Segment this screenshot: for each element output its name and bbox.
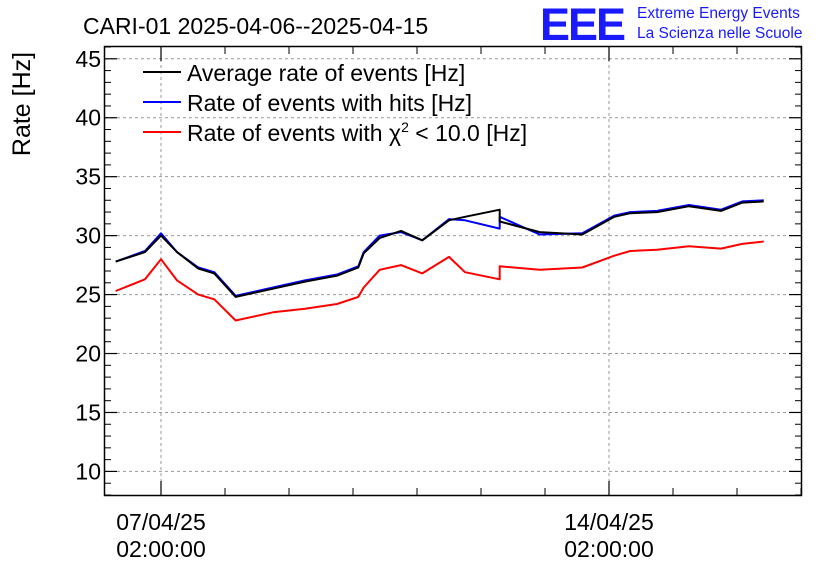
y-tick-label: 10 bbox=[75, 458, 101, 484]
y-tick-labels: 10 15 20 25 30 35 40 45 bbox=[75, 46, 101, 485]
x-tick-label-time: 02:00:00 bbox=[116, 536, 206, 562]
chart-title: CARI-01 2025-04-06--2025-04-15 bbox=[83, 13, 428, 39]
legend-entry-average: Average rate of events [Hz] bbox=[143, 60, 465, 86]
legend-entry-hits: Rate of events with hits [Hz] bbox=[143, 90, 472, 116]
legend-chi2-main: Rate of events with bbox=[187, 120, 389, 146]
legend: Average rate of events [Hz] Rate of even… bbox=[143, 60, 527, 146]
eee-logo-letters: EEE bbox=[540, 0, 625, 50]
y-tick-label: 15 bbox=[75, 399, 101, 425]
x-tick-label-time: 02:00:00 bbox=[564, 536, 654, 562]
y-tick-label: 30 bbox=[75, 223, 101, 249]
y-tick-label: 40 bbox=[75, 105, 101, 131]
legend-entry-chi2: Rate of events with χ2 < 10.0 [Hz] bbox=[143, 119, 527, 146]
legend-label-average: Average rate of events [Hz] bbox=[187, 60, 465, 86]
eee-logo-line2: La Scienza nelle Scuole bbox=[637, 25, 802, 42]
legend-chi2-tail: < 10.0 [Hz] bbox=[409, 120, 527, 146]
legend-chi2-sup: 2 bbox=[401, 119, 409, 135]
grid-lines bbox=[105, 47, 801, 495]
eee-logo-line1: Extreme Energy Events bbox=[637, 5, 800, 22]
legend-chi2-symbol: χ bbox=[389, 120, 401, 146]
y-tick-label: 45 bbox=[75, 46, 101, 72]
plot-frame bbox=[103, 45, 803, 497]
y-tick-label: 20 bbox=[75, 341, 101, 367]
x-tick-label-date: 07/04/25 bbox=[116, 509, 206, 535]
series-line-average bbox=[115, 200, 764, 298]
legend-label-chi2: Rate of events with χ2 < 10.0 [Hz] bbox=[187, 119, 527, 146]
eee-logo: EEE Extreme Energy Events La Scienza nel… bbox=[540, 0, 802, 50]
y-tick-label: 25 bbox=[75, 282, 101, 308]
series-line-chi2 bbox=[115, 240, 764, 322]
y-axis-label: Rate [Hz] bbox=[8, 52, 36, 156]
x-tick-label-date: 14/04/25 bbox=[564, 509, 654, 535]
legend-label-hits: Rate of events with hits [Hz] bbox=[187, 90, 472, 116]
y-tick-label: 35 bbox=[75, 164, 101, 190]
series-layer bbox=[115, 199, 764, 322]
